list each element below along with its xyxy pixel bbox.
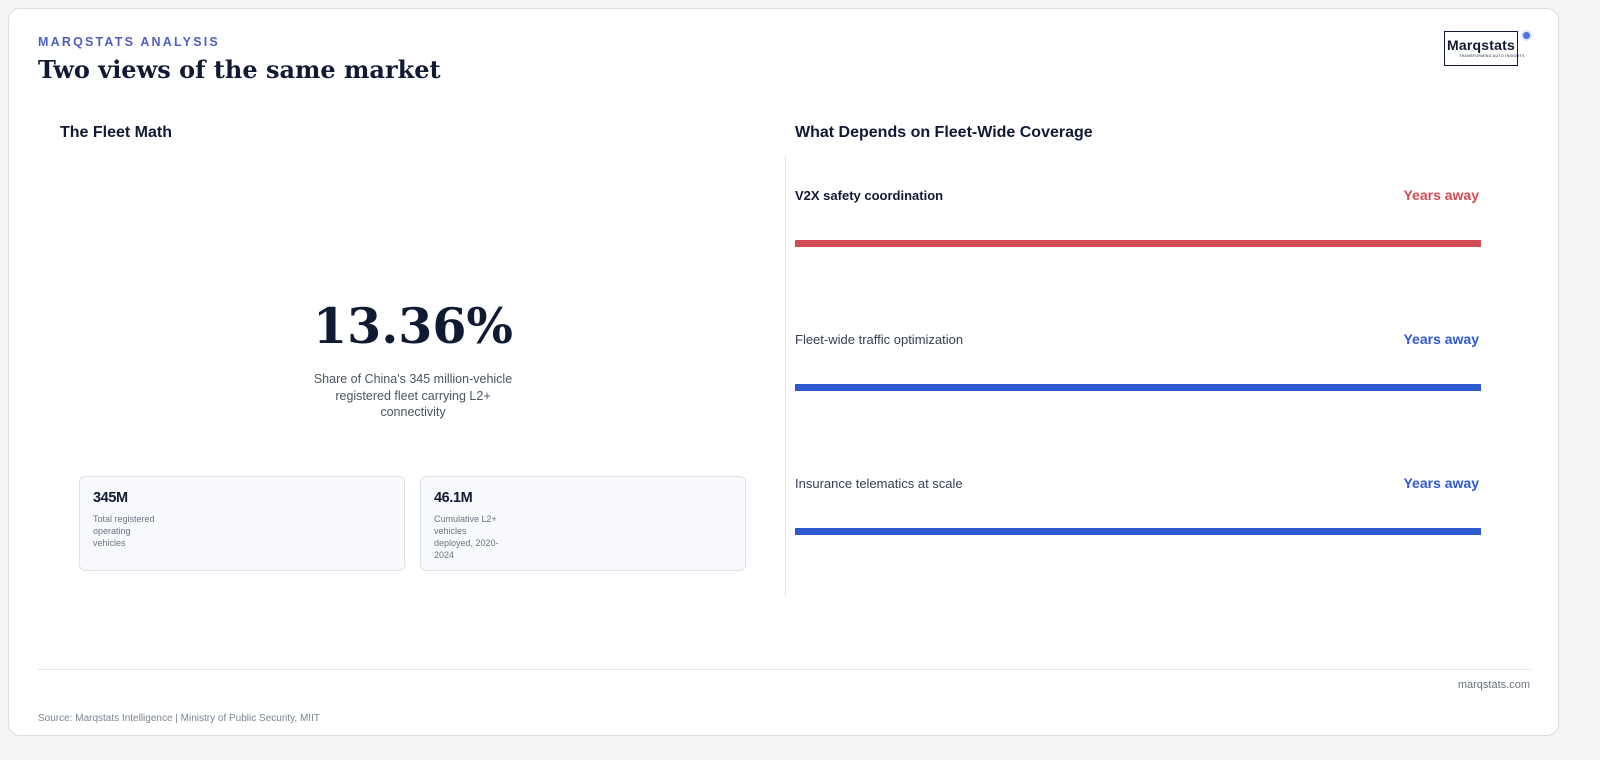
headline-value: 13.36%	[313, 297, 513, 355]
footer-divider	[38, 669, 1531, 670]
kicker: MARQSTATS ANALYSIS	[38, 35, 220, 49]
coverage-item-status: Years away	[1403, 187, 1479, 203]
coverage-item-label: Fleet-wide traffic optimization	[795, 332, 964, 347]
report-card: MARQSTATS ANALYSIS Two views of the same…	[8, 8, 1559, 736]
coverage-item-label: V2X safety coordination	[795, 188, 944, 203]
coverage-item-bar	[795, 240, 1481, 247]
stat-card-l2-deployed: 46.1M Cumulative L2+ vehicles deployed, …	[420, 476, 746, 571]
coverage-item-status: Years away	[1403, 475, 1479, 491]
panel-divider	[785, 155, 786, 597]
logo-tagline: TRANSFORMING AUTO INSIGHTS	[1459, 54, 1525, 58]
page-title: Two views of the same market	[38, 55, 441, 84]
coverage-item-label: Insurance telematics at scale	[795, 476, 963, 491]
stat-card-total-fleet: 345M Total registered operating vehicles	[79, 476, 405, 571]
source-note: Source: Marqstats Intelligence | Ministr…	[38, 713, 320, 724]
right-panel-heading: What Depends on Fleet-Wide Coverage	[795, 124, 1093, 141]
coverage-item-bar	[795, 528, 1481, 535]
coverage-item-status: Years away	[1403, 331, 1479, 347]
stat-label: Cumulative L2+ vehicles deployed, 2020-2…	[434, 514, 499, 560]
site-link[interactable]: marqstats.com	[1457, 679, 1530, 691]
headline-caption: Share of China's 345 million-vehicle reg…	[313, 372, 513, 419]
left-panel-heading: The Fleet Math	[60, 124, 173, 141]
stat-value: 345M	[93, 490, 128, 506]
stat-value: 46.1M	[434, 490, 473, 506]
logo-dot-icon	[1523, 32, 1530, 39]
logo-wordmark: Marqstats	[1447, 37, 1515, 53]
brand-logo: Marqstats TRANSFORMING AUTO INSIGHTS	[1444, 31, 1524, 66]
stat-label: Total registered operating vehicles	[93, 514, 155, 548]
coverage-item-bar	[795, 384, 1481, 391]
